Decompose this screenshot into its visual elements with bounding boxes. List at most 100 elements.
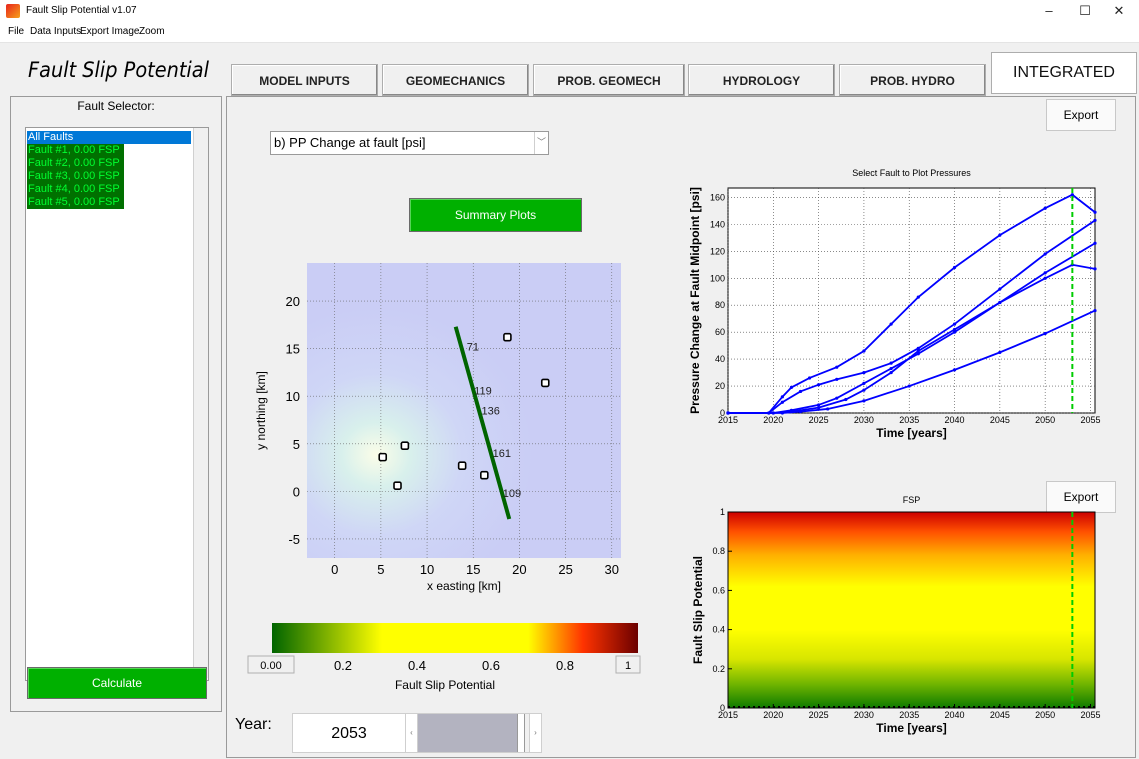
colorbar-min-box[interactable] <box>247 655 295 674</box>
fault-selector-panel: Fault Selector: All Faults Fault #1, 0.0… <box>10 96 222 712</box>
pressure-series-point <box>998 287 1002 291</box>
fault-pressure-label: 161 <box>493 448 511 460</box>
slider-thumb[interactable] <box>517 714 525 752</box>
fault-list-item-4[interactable]: Fault #4, 0.00 FSP <box>27 183 124 196</box>
menu-export-image[interactable]: Export Image <box>80 26 140 37</box>
fault-list-item-5[interactable]: Fault #5, 0.00 FSP <box>27 196 124 209</box>
pressure-series-point <box>1070 193 1074 197</box>
fault-list-item-1[interactable]: Fault #1, 0.00 FSP <box>27 144 124 157</box>
summary-plots-button[interactable]: Summary Plots <box>409 198 582 232</box>
map-y-tick-label: 0 <box>293 484 300 499</box>
fault-pressure-label: 119 <box>474 385 492 397</box>
map-x-tick-label: 10 <box>420 562 434 577</box>
pressure-y-tick-label: 160 <box>710 192 725 202</box>
year-slider[interactable]: ‹ › <box>405 713 542 753</box>
map-x-tick-label: 0 <box>331 562 338 577</box>
pressure-x-tick-label: 2015 <box>718 415 738 425</box>
fault-list-item-2[interactable]: Fault #2, 0.00 FSP <box>27 157 124 170</box>
fsp-x-tick-label: 2020 <box>763 710 783 720</box>
colorbar-tick: 0.6 <box>482 658 500 673</box>
well-marker <box>393 481 402 490</box>
tab-hydrology[interactable]: HYDROLOGY <box>688 64 835 96</box>
slider-right-arrow-icon[interactable]: › <box>529 714 541 752</box>
fsp-x-tick-label: 2030 <box>854 710 874 720</box>
fsp-y-axis-label: Fault Slip Potential <box>691 556 705 664</box>
pressure-series-point <box>817 383 821 387</box>
tab-prob-geomech[interactable]: PROB. GEOMECH <box>533 64 685 96</box>
pressure-plot-title: Select Fault to Plot Pressures <box>852 168 971 178</box>
fsp-plot-title: FSP <box>903 495 921 505</box>
fsp-x-axis-label: Time [years] <box>876 721 946 735</box>
pressure-series-point <box>1043 331 1047 336</box>
fault-pressure-label: 136 <box>482 405 500 417</box>
tab-integrated[interactable]: INTEGRATED <box>991 52 1137 94</box>
maximize-icon[interactable]: ☐ <box>1079 3 1091 18</box>
pressure-y-tick-label: 100 <box>710 273 725 283</box>
pressure-series-point <box>862 381 866 385</box>
minimize-icon[interactable]: – <box>1045 3 1053 18</box>
pressure-series-line <box>728 193 1096 414</box>
map-y-axis-label: y northing [km] <box>254 371 268 450</box>
fault-pressure-label: 71 <box>467 342 479 354</box>
map-y-tick-label: 5 <box>293 437 300 452</box>
fault-list[interactable]: All Faults Fault #1, 0.00 FSP Fault #2, … <box>25 127 209 681</box>
fsp-x-tick-label: 2040 <box>945 710 965 720</box>
tab-prob-hydro[interactable]: PROB. HYDRO <box>839 64 986 96</box>
pressure-series-point <box>1093 210 1097 214</box>
fsp-x-tick-label: 2025 <box>809 710 829 720</box>
pressure-series-point <box>998 233 1002 237</box>
plot-select-dropdown[interactable]: b) PP Change at fault [psi] ﹀ <box>270 131 549 155</box>
calculate-button[interactable]: Calculate <box>27 667 207 699</box>
slider-left-arrow-icon[interactable]: ‹ <box>406 714 418 752</box>
close-icon[interactable]: ✕ <box>1113 3 1125 18</box>
colorbar-min-label: 0.00 <box>260 660 281 672</box>
colorbar-tick: 0.8 <box>556 658 574 673</box>
pressure-series-point <box>916 295 920 299</box>
pressure-series-point <box>789 385 794 390</box>
plot-select-value: b) PP Change at fault [psi] <box>274 135 426 150</box>
fault-pressure-label: 109 <box>503 488 521 500</box>
year-field[interactable]: 2053 <box>292 713 406 753</box>
window-title: Fault Slip Potential v1.07 <box>26 5 137 16</box>
pressure-plot: 2015 2020 2025 2030 2035 2040 2045 2050 20550204… <box>688 168 1100 440</box>
pressure-x-tick-label: 2025 <box>809 415 829 425</box>
fault-list-item-3[interactable]: Fault #3, 0.00 FSP <box>27 170 124 183</box>
map-x-tick-label: 20 <box>512 562 526 577</box>
menu-file[interactable]: File <box>8 26 25 37</box>
colorbar-label: Fault Slip Potential <box>395 678 495 692</box>
tab-geomechanics[interactable]: GEOMECHANICS <box>382 64 529 96</box>
pressure-y-tick-label: 40 <box>715 354 725 364</box>
colorbar-gradient <box>272 623 638 653</box>
fsp-y-tick-label: 0.6 <box>712 585 725 595</box>
colorbar-tick: 0.4 <box>408 658 426 673</box>
pressure-series-point <box>907 384 911 388</box>
fault-list-scrollbar[interactable] <box>193 128 208 678</box>
well-marker <box>400 441 410 451</box>
fault-list-item-all[interactable]: All Faults <box>27 131 191 144</box>
chevron-down-icon[interactable]: ﹀ <box>534 132 548 154</box>
fault-selector-title: Fault Selector: <box>77 99 155 113</box>
pressure-series-point <box>889 322 893 326</box>
map-y-tick-label: 15 <box>286 342 300 357</box>
pressure-series-point <box>998 300 1002 305</box>
pressure-y-tick-label: 20 <box>715 381 725 391</box>
fault-line <box>453 326 512 520</box>
fsp-colorbar: 0.00 1 0.2 0.4 0.6 0.8 Fault Slip Potent… <box>247 623 641 692</box>
pressure-series-point <box>780 395 784 399</box>
colorbar-max-box[interactable] <box>615 655 641 674</box>
map-field <box>307 263 621 558</box>
pressure-series-point <box>952 265 957 270</box>
pressure-series-point <box>998 350 1002 354</box>
menu-data-inputs[interactable]: Data Inputs <box>30 26 82 37</box>
map-x-tick-label: 25 <box>558 562 572 577</box>
fsp-x-tick-label: 2015 <box>718 710 738 720</box>
slider-track-fill <box>418 714 517 752</box>
export-pressure-button[interactable]: Export <box>1046 99 1116 131</box>
tab-model-inputs[interactable]: MODEL INPUTS <box>231 64 378 96</box>
menu-zoom[interactable]: Zoom <box>139 26 165 37</box>
fsp-x-tick-label: 2055 <box>1080 710 1100 720</box>
pressure-series-point <box>889 361 893 365</box>
pressure-series-point <box>835 396 839 400</box>
pressure-series-point <box>952 327 957 332</box>
pressure-y-tick-label: 120 <box>710 246 725 256</box>
